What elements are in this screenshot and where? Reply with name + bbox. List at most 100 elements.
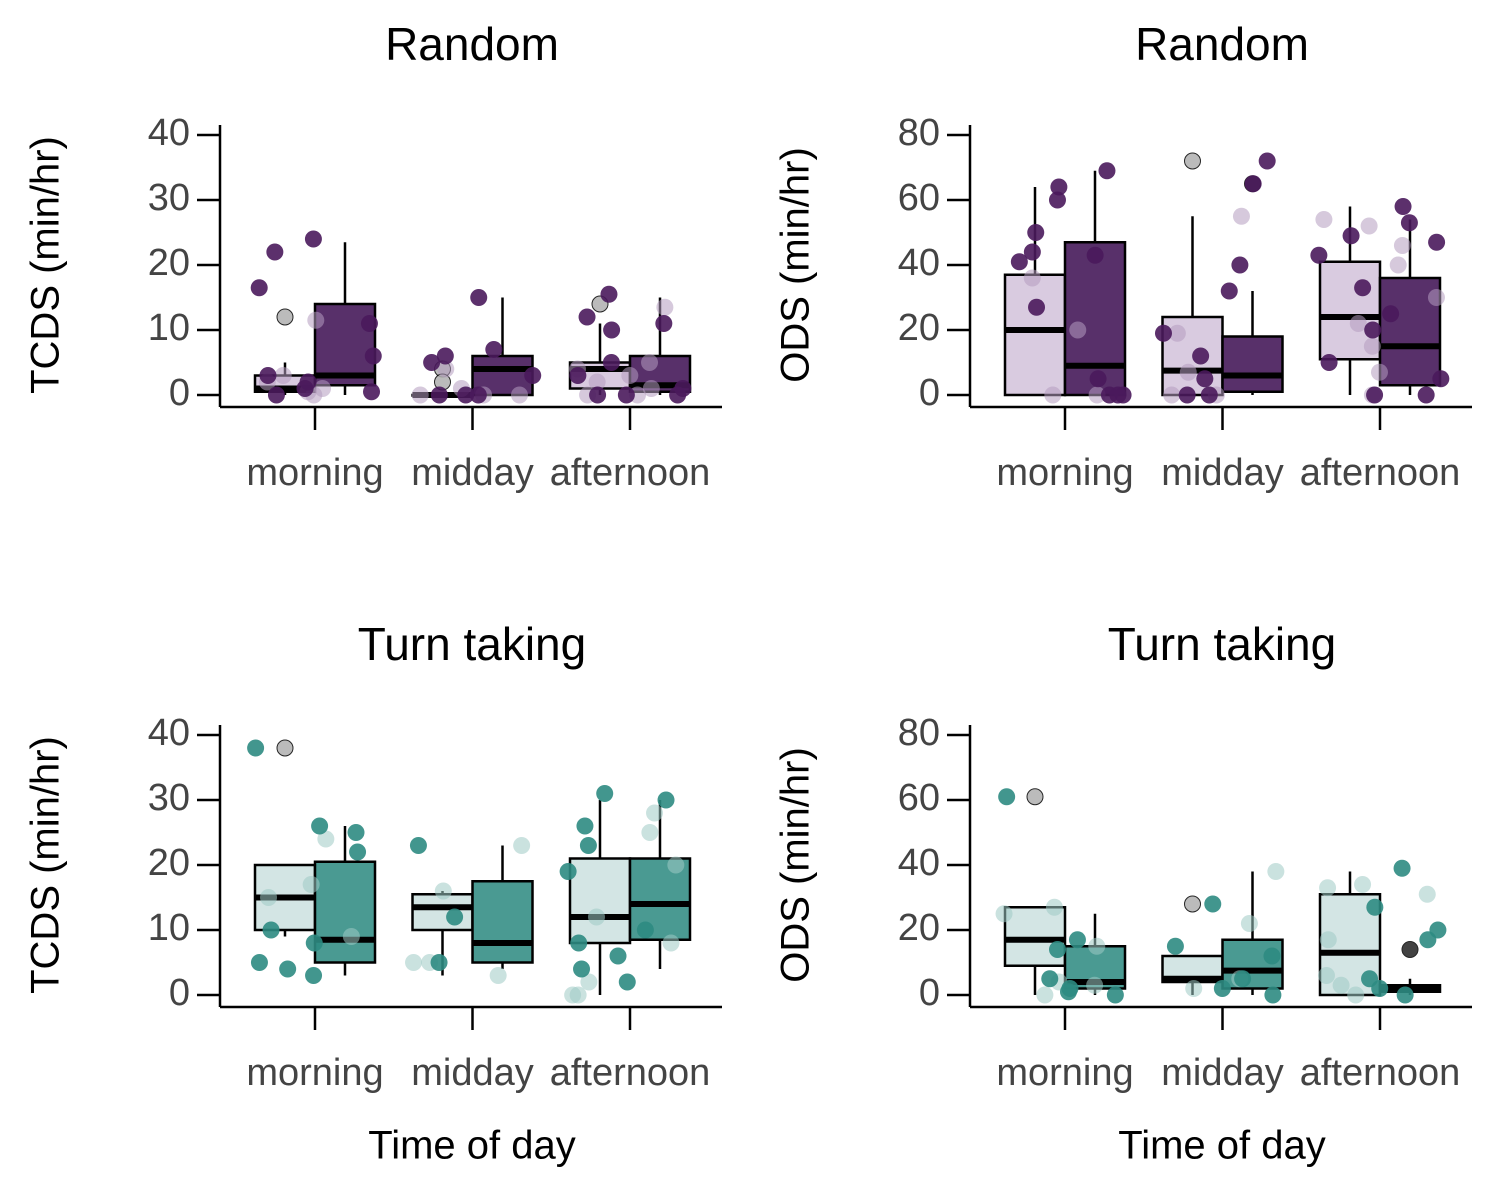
point xyxy=(1028,298,1046,316)
point xyxy=(411,386,429,404)
x-tick-label: morning xyxy=(246,452,383,494)
box xyxy=(568,857,632,945)
point xyxy=(655,315,673,332)
point xyxy=(267,386,285,404)
point xyxy=(446,908,464,926)
y-tick-label: 20 xyxy=(898,307,940,349)
point xyxy=(1088,937,1106,955)
outlier xyxy=(1184,895,1201,913)
x-tick-label: morning xyxy=(246,1052,383,1094)
point xyxy=(1086,246,1104,264)
point xyxy=(1315,211,1333,228)
point xyxy=(1382,305,1400,323)
point xyxy=(1354,876,1372,893)
point xyxy=(1048,191,1066,209)
point xyxy=(569,367,587,384)
x-tick-label: afternoon xyxy=(1300,1052,1461,1094)
point xyxy=(1196,370,1214,388)
box xyxy=(1221,335,1284,393)
outlier xyxy=(276,308,294,326)
point xyxy=(364,347,382,365)
point xyxy=(1089,370,1107,388)
point xyxy=(1263,947,1281,965)
box xyxy=(471,880,534,964)
point xyxy=(524,367,542,384)
point xyxy=(302,876,320,893)
point xyxy=(1059,983,1077,1001)
point xyxy=(1319,931,1337,949)
point xyxy=(1366,898,1384,916)
point xyxy=(1240,915,1258,932)
panel-title: Random xyxy=(385,18,559,70)
panel-title: Turn taking xyxy=(1108,618,1336,670)
point xyxy=(588,373,606,391)
point xyxy=(247,739,265,757)
point xyxy=(1396,986,1414,1004)
point xyxy=(1200,386,1218,404)
point xyxy=(1354,279,1372,297)
point xyxy=(662,934,680,952)
x-axis-title: Time of day xyxy=(1118,1124,1325,1168)
point xyxy=(609,947,627,965)
y-tick-label: 0 xyxy=(919,972,940,1014)
point xyxy=(311,817,329,835)
point xyxy=(1023,243,1041,261)
point xyxy=(1154,324,1172,342)
point xyxy=(669,386,687,404)
y-axis-title: ODS (min/hr) xyxy=(774,747,818,983)
point xyxy=(1417,386,1435,404)
x-tick-label: morning xyxy=(996,452,1133,494)
point xyxy=(363,383,381,401)
point xyxy=(1204,895,1222,913)
point xyxy=(305,934,323,952)
y-tick-label: 0 xyxy=(919,372,940,414)
x-tick-label: midday xyxy=(411,452,534,494)
point xyxy=(1178,386,1196,404)
point xyxy=(470,289,488,306)
box xyxy=(313,860,377,964)
box xyxy=(1063,241,1127,397)
point xyxy=(602,354,620,371)
point xyxy=(617,386,635,404)
point xyxy=(603,321,621,339)
point xyxy=(570,934,588,952)
point xyxy=(1041,970,1059,988)
point xyxy=(1192,347,1210,365)
point xyxy=(641,354,659,371)
panel: Random ODS (min/hr) 0 20 40 60 80 morning midday… xyxy=(774,18,1472,494)
point xyxy=(1027,224,1045,241)
y-tick-label: 20 xyxy=(148,242,190,284)
y-tick-label: 30 xyxy=(148,177,190,219)
point xyxy=(349,843,367,861)
y-tick-label: 40 xyxy=(148,112,190,154)
point xyxy=(317,830,335,848)
point xyxy=(1166,937,1184,955)
point xyxy=(1088,386,1106,404)
point xyxy=(579,837,597,854)
y-tick-label: 40 xyxy=(898,242,940,284)
point xyxy=(589,386,607,404)
y-tick-label: 20 xyxy=(148,842,190,884)
point xyxy=(1347,986,1365,1004)
panel: Turn taking ODS (min/hr) Time of day 0 20 40 6… xyxy=(774,618,1472,1168)
panel-title: Random xyxy=(1135,18,1309,70)
point xyxy=(304,230,322,248)
point xyxy=(1023,269,1041,287)
y-tick-label: 20 xyxy=(898,907,940,949)
y-tick-label: 0 xyxy=(169,972,190,1014)
point xyxy=(576,817,594,835)
point xyxy=(1109,386,1127,404)
y-tick-label: 60 xyxy=(898,777,940,819)
point xyxy=(1232,207,1250,225)
point xyxy=(569,986,587,1004)
point xyxy=(1370,363,1388,381)
point xyxy=(1086,976,1104,994)
point xyxy=(1163,386,1181,404)
point xyxy=(279,960,297,978)
point xyxy=(1319,879,1337,897)
y-tick-label: 10 xyxy=(148,907,190,949)
panel: Turn taking TCDS (min/hr) Time of day 0 10 20… xyxy=(24,618,722,1168)
point xyxy=(667,856,685,874)
point xyxy=(305,967,323,984)
point xyxy=(641,824,659,841)
